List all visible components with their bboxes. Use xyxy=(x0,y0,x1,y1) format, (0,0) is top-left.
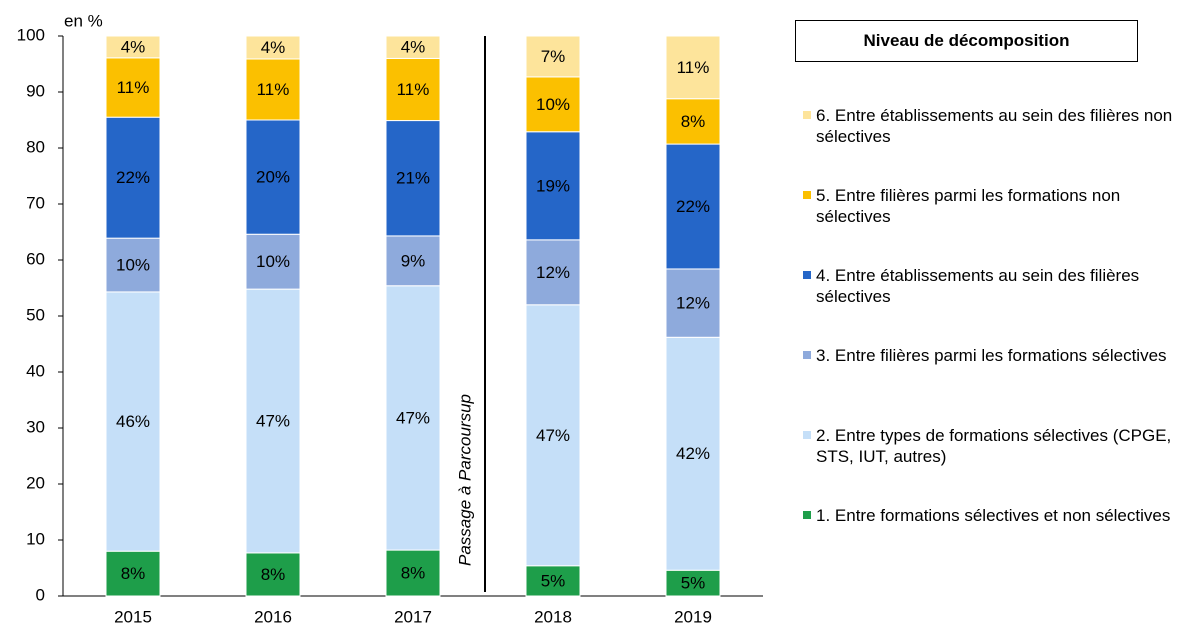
value-label: 12% xyxy=(676,294,710,313)
legend-entry: 2. Entre types de formations sélectives … xyxy=(803,425,1195,467)
value-label: 10% xyxy=(116,256,150,275)
legend-entry: 1. Entre formations sélectives et non sé… xyxy=(803,505,1195,526)
bar-segment xyxy=(665,569,721,597)
y-tick-label: 70 xyxy=(26,193,45,212)
y-tick-label: 60 xyxy=(26,249,45,268)
bar-segment xyxy=(245,552,301,597)
bar-segment xyxy=(245,233,301,290)
value-label: 47% xyxy=(256,411,290,430)
value-label: 4% xyxy=(401,38,426,57)
bar-segment xyxy=(105,57,161,118)
bar-segment xyxy=(665,268,721,338)
legend-label: 2. Entre types de formations sélectives … xyxy=(816,426,1172,466)
bar-segment xyxy=(245,58,301,121)
legend-label: 3. Entre filières parmi les formations s… xyxy=(816,346,1167,365)
value-label: 5% xyxy=(541,571,566,590)
value-label: 11% xyxy=(677,58,710,77)
value-label: 10% xyxy=(536,95,570,114)
bar-segment xyxy=(525,304,581,567)
bar-segment xyxy=(665,98,721,145)
value-label: 11% xyxy=(257,80,290,99)
bar-segment xyxy=(385,35,441,59)
value-label: 22% xyxy=(116,168,150,187)
bar-segment xyxy=(665,336,721,571)
value-label: 42% xyxy=(676,444,710,463)
bar-segment xyxy=(525,35,581,78)
legend-entry: 4. Entre établissements au sein des fili… xyxy=(803,265,1195,307)
bar-segment xyxy=(385,120,441,237)
legend-entry: 3. Entre filières parmi les formations s… xyxy=(803,345,1195,366)
value-label: 12% xyxy=(536,263,570,282)
bar-segment xyxy=(105,291,161,552)
value-label: 8% xyxy=(681,112,706,131)
value-label: 8% xyxy=(261,565,286,584)
bar-segment xyxy=(385,549,441,597)
legend-swatch xyxy=(803,351,811,359)
value-label: 4% xyxy=(121,37,146,56)
bar-segment xyxy=(105,35,161,59)
value-label: 4% xyxy=(261,38,286,57)
legend-swatch xyxy=(803,191,811,199)
x-tick-label: 2017 xyxy=(394,607,432,626)
legend-label: 1. Entre formations sélectives et non sé… xyxy=(816,506,1171,525)
y-tick-label: 10 xyxy=(26,529,45,548)
bar-segment xyxy=(525,131,581,241)
value-label: 7% xyxy=(541,47,566,66)
legend-entry: 5. Entre filières parmi les formations n… xyxy=(803,185,1195,227)
y-tick-label: 30 xyxy=(26,417,45,436)
y-tick-label: 100 xyxy=(17,25,45,44)
value-label: 19% xyxy=(536,176,570,195)
value-label: 11% xyxy=(397,80,430,99)
value-label: 21% xyxy=(396,169,430,188)
legend: Niveau de décomposition 1. Entre formati… xyxy=(795,20,1200,525)
legend-entry: 6. Entre établissements au sein des fili… xyxy=(803,105,1195,147)
y-tick-label: 80 xyxy=(26,137,45,156)
y-tick-label: 0 xyxy=(36,585,45,604)
legend-swatch xyxy=(803,511,811,519)
value-label: 8% xyxy=(121,564,146,583)
chart: en % Passage à Parcoursup 0 10 20 30 40 50 60 7… xyxy=(17,11,763,626)
value-label: 8% xyxy=(401,564,426,583)
x-tick-label: 2019 xyxy=(674,607,712,626)
legend-label: 6. Entre établissements au sein des fili… xyxy=(816,106,1173,146)
legend-swatch xyxy=(803,111,811,119)
bar-segment xyxy=(245,35,301,60)
bar-segment xyxy=(385,57,441,122)
y-tick-label: 20 xyxy=(26,473,45,492)
value-label: 22% xyxy=(676,197,710,216)
legend-swatch xyxy=(803,431,811,439)
bar-segment xyxy=(105,550,161,597)
x-tick-label: 2015 xyxy=(114,607,152,626)
x-tick-label: 2016 xyxy=(254,607,292,626)
y-tick-label: 40 xyxy=(26,361,45,380)
value-label: 9% xyxy=(401,251,426,270)
legend-label: 5. Entre filières parmi les formations n… xyxy=(816,186,1121,226)
value-label: 11% xyxy=(117,78,150,97)
value-label: 5% xyxy=(681,574,706,593)
bar-segment xyxy=(665,143,721,270)
bar-segment xyxy=(385,285,441,551)
bar-segment xyxy=(525,76,581,133)
y-tick-label: 50 xyxy=(26,305,45,324)
y-axis-label: en % xyxy=(64,11,103,30)
bar-segment xyxy=(385,235,441,287)
bar-segment xyxy=(105,116,161,239)
bar-segment xyxy=(105,237,161,293)
value-label: 47% xyxy=(396,408,430,427)
value-label: 46% xyxy=(116,412,150,431)
value-label: 20% xyxy=(256,168,290,187)
x-tick-label: 2018 xyxy=(534,607,572,626)
y-tick-label: 90 xyxy=(26,81,45,100)
legend-swatch xyxy=(803,271,811,279)
value-label: 10% xyxy=(256,252,290,271)
legend-label: 4. Entre établissements au sein des fili… xyxy=(816,266,1140,306)
bar-segment xyxy=(665,35,721,100)
bar-segment xyxy=(245,119,301,235)
value-label: 47% xyxy=(536,426,570,445)
legend-title: Niveau de décomposition xyxy=(795,20,1138,62)
annotation: Passage à Parcoursup xyxy=(455,394,474,566)
